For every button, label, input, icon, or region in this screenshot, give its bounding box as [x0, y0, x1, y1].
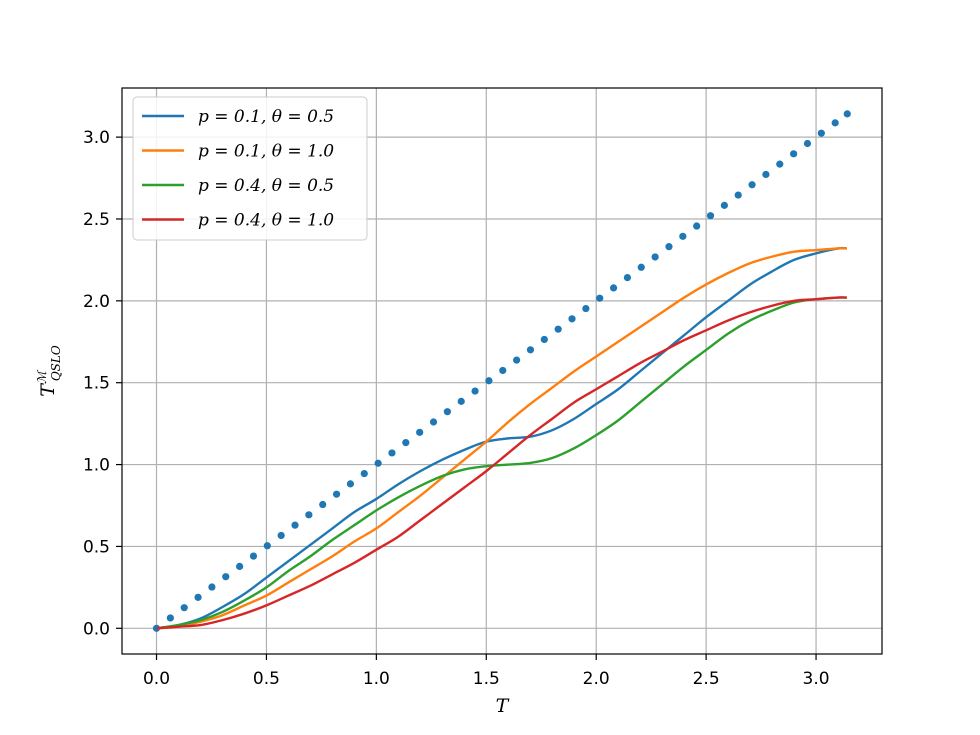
- y-tick-label: 3.0: [83, 128, 110, 148]
- series-line-3: [156, 296, 847, 630]
- reference-point: [776, 160, 784, 168]
- y-tick-label: 0.0: [83, 619, 110, 639]
- y-axis-label-sub: QSLO: [49, 345, 63, 381]
- reference-point: [803, 139, 812, 148]
- reference-point: [651, 253, 659, 261]
- x-tick-label: 1.0: [363, 669, 390, 689]
- x-tick-label: 1.5: [473, 669, 500, 689]
- reference-point: [374, 459, 382, 467]
- reference-point: [166, 614, 174, 622]
- reference-point: [831, 119, 839, 127]
- x-tick-label: 0.5: [253, 669, 280, 689]
- y-axis-label-base: T: [37, 383, 59, 397]
- y-tick-label: 1.0: [83, 456, 110, 476]
- reference-point: [332, 490, 341, 498]
- reference-point: [277, 531, 285, 540]
- reference-point: [485, 377, 493, 385]
- reference-point: [291, 521, 299, 529]
- reference-point: [222, 573, 230, 581]
- legend-label: p = 0.1, θ = 0.5: [198, 107, 334, 127]
- reference-point: [706, 212, 715, 220]
- reference-point: [499, 366, 507, 375]
- reference-point: [346, 480, 355, 488]
- reference-point: [457, 397, 465, 405]
- reference-point: [540, 335, 548, 344]
- reference-point: [360, 469, 368, 478]
- x-tick-label: 0.0: [143, 669, 170, 689]
- legend-label: p = 0.1, θ = 1.0: [198, 142, 334, 162]
- x-axis-ticks: 0.0 0.5 1.0 1.5 2.0 2.5 3.0: [143, 654, 830, 689]
- reference-point: [762, 170, 770, 179]
- reference-point: [596, 294, 604, 302]
- reference-point: [152, 624, 161, 632]
- reference-point: [388, 449, 396, 457]
- y-axis-label: TℳQSLO: [35, 345, 63, 397]
- reference-point: [665, 243, 673, 251]
- reference-point: [568, 315, 576, 323]
- reference-point: [623, 273, 632, 282]
- reference-point: [249, 552, 258, 560]
- y-axis-ticks: 0.0 0.5 1.0 1.5 2.0 2.5 3.0: [83, 128, 122, 639]
- reference-point: [748, 181, 756, 189]
- reference-point: [416, 428, 424, 436]
- reference-dotted-line: [152, 110, 851, 632]
- y-tick-label: 0.5: [83, 537, 110, 557]
- reference-point: [679, 232, 687, 240]
- plot-frame: [121, 87, 883, 655]
- reference-point: [609, 284, 618, 292]
- reference-point: [443, 408, 451, 416]
- series-line-2: [156, 296, 847, 630]
- reference-point: [554, 325, 562, 333]
- series-line-0: [156, 246, 847, 630]
- reference-point: [208, 583, 216, 591]
- reference-point: [180, 604, 188, 612]
- reference-point: [305, 511, 313, 519]
- series-lines: [156, 246, 847, 630]
- reference-point: [471, 387, 479, 395]
- x-axis-label: T: [496, 695, 510, 717]
- x-tick-label: 2.0: [583, 669, 610, 689]
- legend-label: p = 0.4, θ = 1.0: [198, 211, 334, 231]
- reference-point: [817, 129, 825, 137]
- reference-point: [429, 418, 438, 426]
- y-tick-label: 2.5: [83, 210, 110, 230]
- y-tick-label: 1.5: [83, 374, 110, 394]
- reference-point: [843, 110, 851, 118]
- reference-point: [693, 222, 701, 230]
- reference-point: [734, 191, 742, 199]
- legend-box: [132, 96, 368, 241]
- reference-point: [194, 593, 202, 601]
- reference-point: [513, 356, 521, 364]
- series-line-1: [156, 247, 847, 630]
- legend-label: p = 0.4, θ = 0.5: [198, 176, 334, 196]
- grid: [122, 88, 882, 654]
- reference-point: [236, 562, 244, 571]
- y-axis-label-sup: ℳ: [35, 369, 49, 384]
- y-tick-label: 2.0: [83, 292, 110, 312]
- reference-point: [582, 304, 590, 313]
- reference-point: [526, 346, 535, 354]
- reference-point: [402, 439, 410, 447]
- reference-point: [720, 201, 728, 209]
- x-tick-label: 2.5: [693, 669, 720, 689]
- reference-point: [319, 500, 327, 509]
- x-tick-label: 3.0: [803, 669, 830, 689]
- reference-point: [790, 150, 798, 158]
- reference-point: [637, 263, 645, 271]
- legend: p = 0.1, θ = 0.5 p = 0.1, θ = 1.0 p = 0.4,…: [132, 96, 368, 241]
- reference-point: [263, 542, 271, 550]
